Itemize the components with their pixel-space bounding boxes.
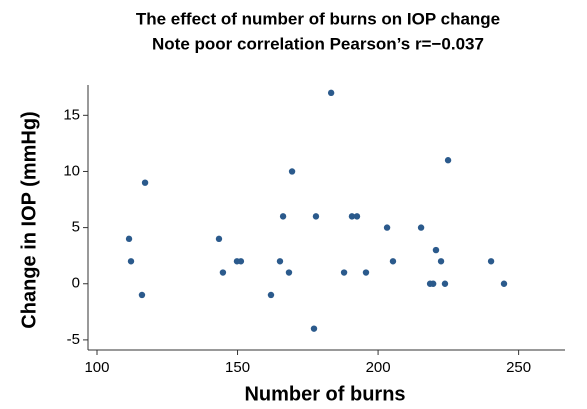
point bbox=[348, 213, 356, 220]
point bbox=[417, 224, 425, 231]
x-tick-label: 150 bbox=[225, 359, 250, 376]
point bbox=[237, 258, 245, 265]
x-tick-label: 100 bbox=[84, 359, 109, 376]
point bbox=[429, 280, 437, 287]
point bbox=[138, 291, 146, 299]
y-axis-label: Change in IOP (mmHg) bbox=[18, 111, 40, 328]
point bbox=[310, 325, 318, 332]
x-tick-label: 200 bbox=[366, 359, 391, 376]
point bbox=[389, 258, 397, 265]
point bbox=[383, 224, 391, 231]
point bbox=[127, 258, 135, 265]
point bbox=[288, 168, 296, 175]
point bbox=[327, 89, 335, 97]
point bbox=[500, 280, 508, 287]
point bbox=[141, 179, 149, 186]
point bbox=[215, 235, 223, 243]
chart-title: The effect of number of burns on IOP cha… bbox=[136, 9, 500, 28]
point bbox=[487, 258, 495, 265]
point bbox=[432, 246, 440, 254]
chart-subtitle: Note poor correlation Pearson’s r=−0.037 bbox=[152, 34, 484, 53]
point bbox=[279, 213, 287, 220]
point bbox=[312, 213, 320, 220]
y-tick-label: 5 bbox=[72, 219, 80, 236]
y-tick-label: -5 bbox=[67, 331, 80, 348]
point bbox=[285, 269, 293, 276]
point bbox=[219, 269, 227, 276]
x-tick-label: 250 bbox=[506, 359, 531, 376]
point bbox=[444, 157, 452, 164]
y-tick-label: 15 bbox=[63, 106, 80, 123]
point bbox=[362, 269, 370, 276]
x-axis-label: Number of burns bbox=[244, 383, 405, 405]
y-tick-label: 0 bbox=[72, 275, 80, 292]
point bbox=[441, 280, 449, 287]
point bbox=[276, 258, 284, 265]
point bbox=[125, 235, 133, 243]
point bbox=[267, 291, 275, 299]
point bbox=[437, 258, 445, 265]
y-tick-label: 10 bbox=[63, 162, 80, 179]
point bbox=[340, 269, 348, 276]
point bbox=[353, 213, 361, 220]
